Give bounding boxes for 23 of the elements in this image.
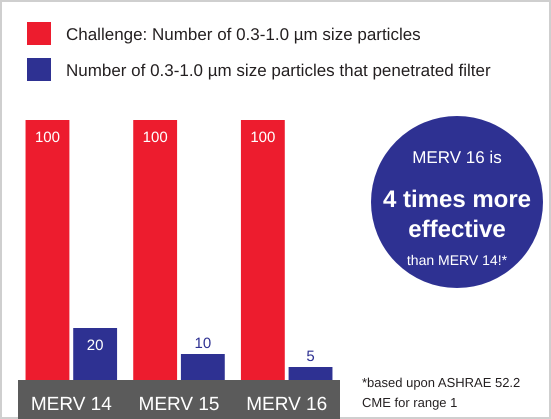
text: *based upon ASHRAE 52.2 xyxy=(362,375,520,390)
legend-label: Number of 0.3-1.0 µm size particles that penetrated filter xyxy=(66,61,491,80)
text: than MERV 14!* xyxy=(406,252,508,268)
bar xyxy=(133,120,178,380)
bar xyxy=(26,120,70,380)
data-label: 10 xyxy=(194,335,212,352)
data-label: 100 xyxy=(250,129,276,146)
x-tick-label: MERV 15 xyxy=(138,394,220,415)
x-tick-label: MERV 14 xyxy=(30,394,112,415)
legend-label: Challenge: Number of 0.3-1.0 µm size particles xyxy=(66,25,421,44)
data-label: 5 xyxy=(306,348,315,365)
bar xyxy=(73,328,118,380)
bar xyxy=(288,367,332,380)
text: MERV 16 is xyxy=(412,148,502,167)
text: 4 times more xyxy=(382,186,532,213)
text: effective xyxy=(408,216,506,243)
data-label: 100 xyxy=(34,129,60,146)
data-label: 100 xyxy=(142,129,168,146)
bar xyxy=(240,120,285,380)
data-label: 20 xyxy=(86,337,104,354)
bar xyxy=(180,354,225,380)
x-tick-label: MERV 16 xyxy=(246,394,328,415)
text: CME for range 1 xyxy=(362,395,458,410)
